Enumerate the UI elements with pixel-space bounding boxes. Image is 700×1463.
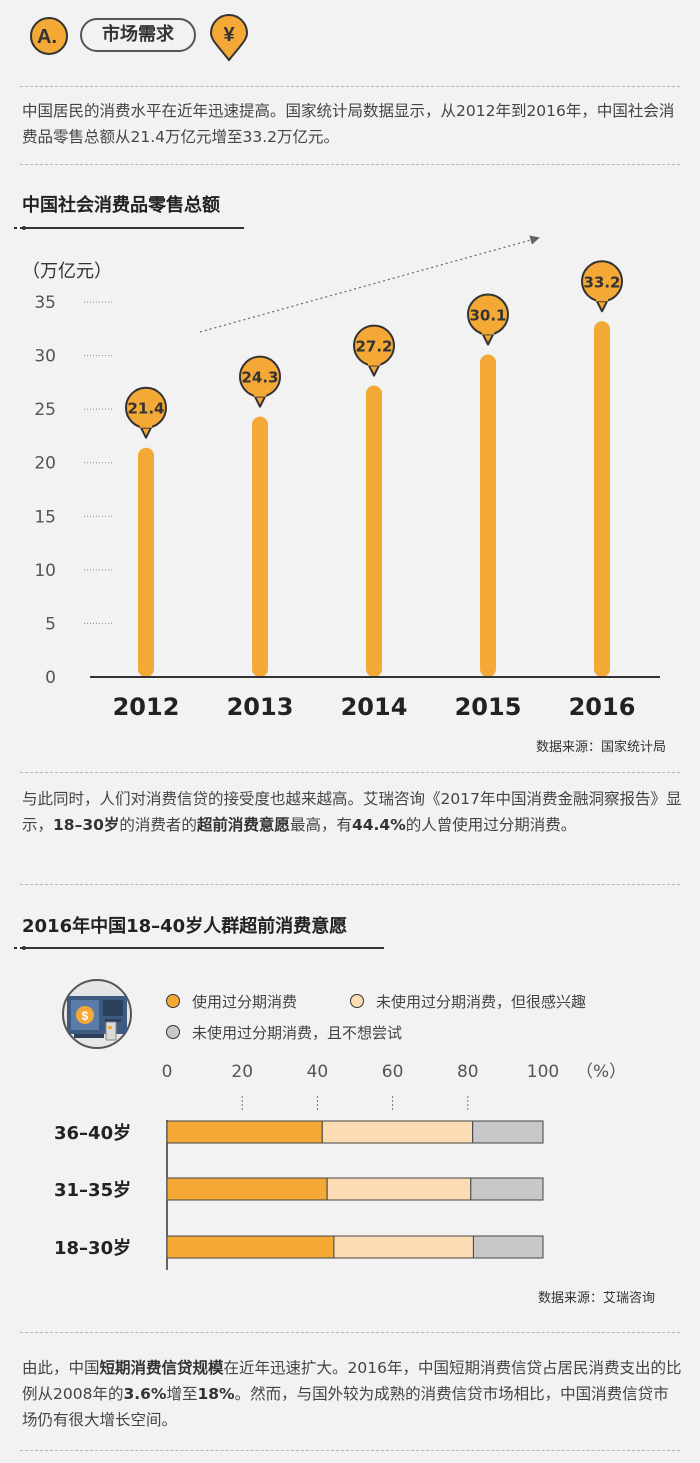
x-tick-label: 2013: [227, 693, 294, 721]
data-label: 27.2: [355, 338, 392, 356]
y-tick-label: 25: [34, 400, 56, 420]
pin-join: [596, 295, 608, 302]
pin-join: [482, 328, 494, 335]
pin-join: [140, 421, 152, 428]
divider: [20, 884, 680, 885]
atm-card-icon: $: [62, 979, 132, 1049]
bar-segment: [470, 1177, 544, 1201]
title-underline: [14, 226, 244, 230]
bar: [138, 447, 154, 677]
chart2-source: 数据来源：艾瑞咨询: [538, 1291, 656, 1306]
chart2-unit: （%）: [576, 1062, 626, 1082]
trend-arrow: [199, 235, 540, 333]
chart1-source: 数据来源：国家统计局: [536, 739, 666, 755]
x-tick-label: 100: [527, 1062, 559, 1082]
svg-text:¥: ¥: [223, 24, 235, 46]
legend-label: 未使用过分期消费，但很感兴趣: [376, 993, 587, 1011]
y-tick-label: 30: [34, 347, 56, 367]
data-label: 24.3: [241, 369, 278, 387]
x-tick-label: 2015: [455, 693, 522, 721]
pin-join: [254, 390, 266, 397]
y-tick-label: 15: [34, 507, 56, 527]
x-tick-label: 20: [231, 1062, 253, 1082]
yen-icon: ¥: [209, 14, 249, 62]
y-tick-label: 0: [45, 668, 56, 688]
divider: [20, 1450, 680, 1451]
legend-swatch: [166, 1025, 180, 1039]
title-underline: [14, 946, 384, 950]
x-tick-label: 60: [382, 1062, 404, 1082]
y-tick-label: 5: [45, 614, 56, 634]
x-tick-label: 40: [307, 1062, 329, 1082]
bar-segment: [333, 1235, 474, 1259]
divider: [20, 772, 680, 773]
divider: [20, 164, 680, 165]
bar: [594, 321, 610, 677]
svg-text:$: $: [82, 1009, 89, 1023]
y-category-label: 36–40岁: [54, 1122, 131, 1144]
data-label: 30.1: [469, 307, 506, 325]
chart1-unit: （万亿元）: [22, 261, 112, 282]
x-tick-label: 0: [162, 1062, 173, 1082]
bar-segment: [326, 1177, 472, 1201]
y-tick-label: 20: [34, 454, 56, 474]
x-tick-label: 80: [457, 1062, 479, 1082]
pin: [125, 386, 167, 429]
badge-a-text: A.: [37, 26, 57, 48]
y-category-label: 31–35岁: [54, 1179, 131, 1201]
legend-swatch: [350, 994, 364, 1008]
data-label: 21.4: [127, 400, 164, 418]
divider: [20, 1332, 680, 1333]
legend-label: 使用过分期消费: [192, 993, 298, 1011]
pin-join: [368, 359, 380, 366]
bar-segment: [321, 1120, 474, 1144]
y-tick-label: 35: [34, 293, 56, 313]
data-label: 33.2: [583, 273, 620, 291]
y-tick-label: 10: [34, 561, 56, 581]
chart1-title: 中国社会消费品零售总额: [22, 195, 220, 216]
badge-a: A.: [30, 17, 68, 55]
divider: [20, 86, 680, 87]
x-tick-label: 2016: [569, 693, 636, 721]
bar-segment: [166, 1235, 335, 1259]
paragraph-3: 由此，中国短期消费信贷规模在近年迅速扩大。2016年，中国短期消费信贷占居民消费…: [22, 1359, 682, 1429]
bar: [252, 416, 268, 677]
bar: [480, 354, 496, 677]
legend-swatch: [166, 994, 180, 1008]
bar-segment: [472, 1120, 544, 1144]
chart2: 0 20 40 60 80 100 （%） 36–40岁 31–35岁 18–30岁: [54, 1062, 626, 1270]
x-tick-label: 2012: [113, 693, 180, 721]
chart1: （万亿元） 0 5 10 15 20 25 30 35 21.4 24.3 27.2 30.1 33.…: [22, 235, 666, 755]
section-tag: 市场需求: [80, 18, 196, 52]
chart2-title: 2016年中国18–40岁人群超前消费意愿: [22, 916, 348, 937]
x-tick-label: 2014: [341, 693, 408, 721]
intro-paragraph: 中国居民的消费水平在近年迅速提高。国家统计局数据显示，从2012年到2016年，…: [22, 102, 675, 146]
y-category-label: 18–30岁: [54, 1237, 131, 1259]
bar: [366, 385, 382, 677]
paragraph-2: 与此同时，人们对消费信贷的接受度也越来越高。艾瑞咨询《2017年中国消费金融洞察…: [22, 790, 682, 834]
bar-segment: [166, 1177, 328, 1201]
bar-segment: [472, 1235, 544, 1259]
legend-label: 未使用过分期消费，且不想尝试: [192, 1024, 403, 1042]
bar-segment: [166, 1120, 323, 1144]
